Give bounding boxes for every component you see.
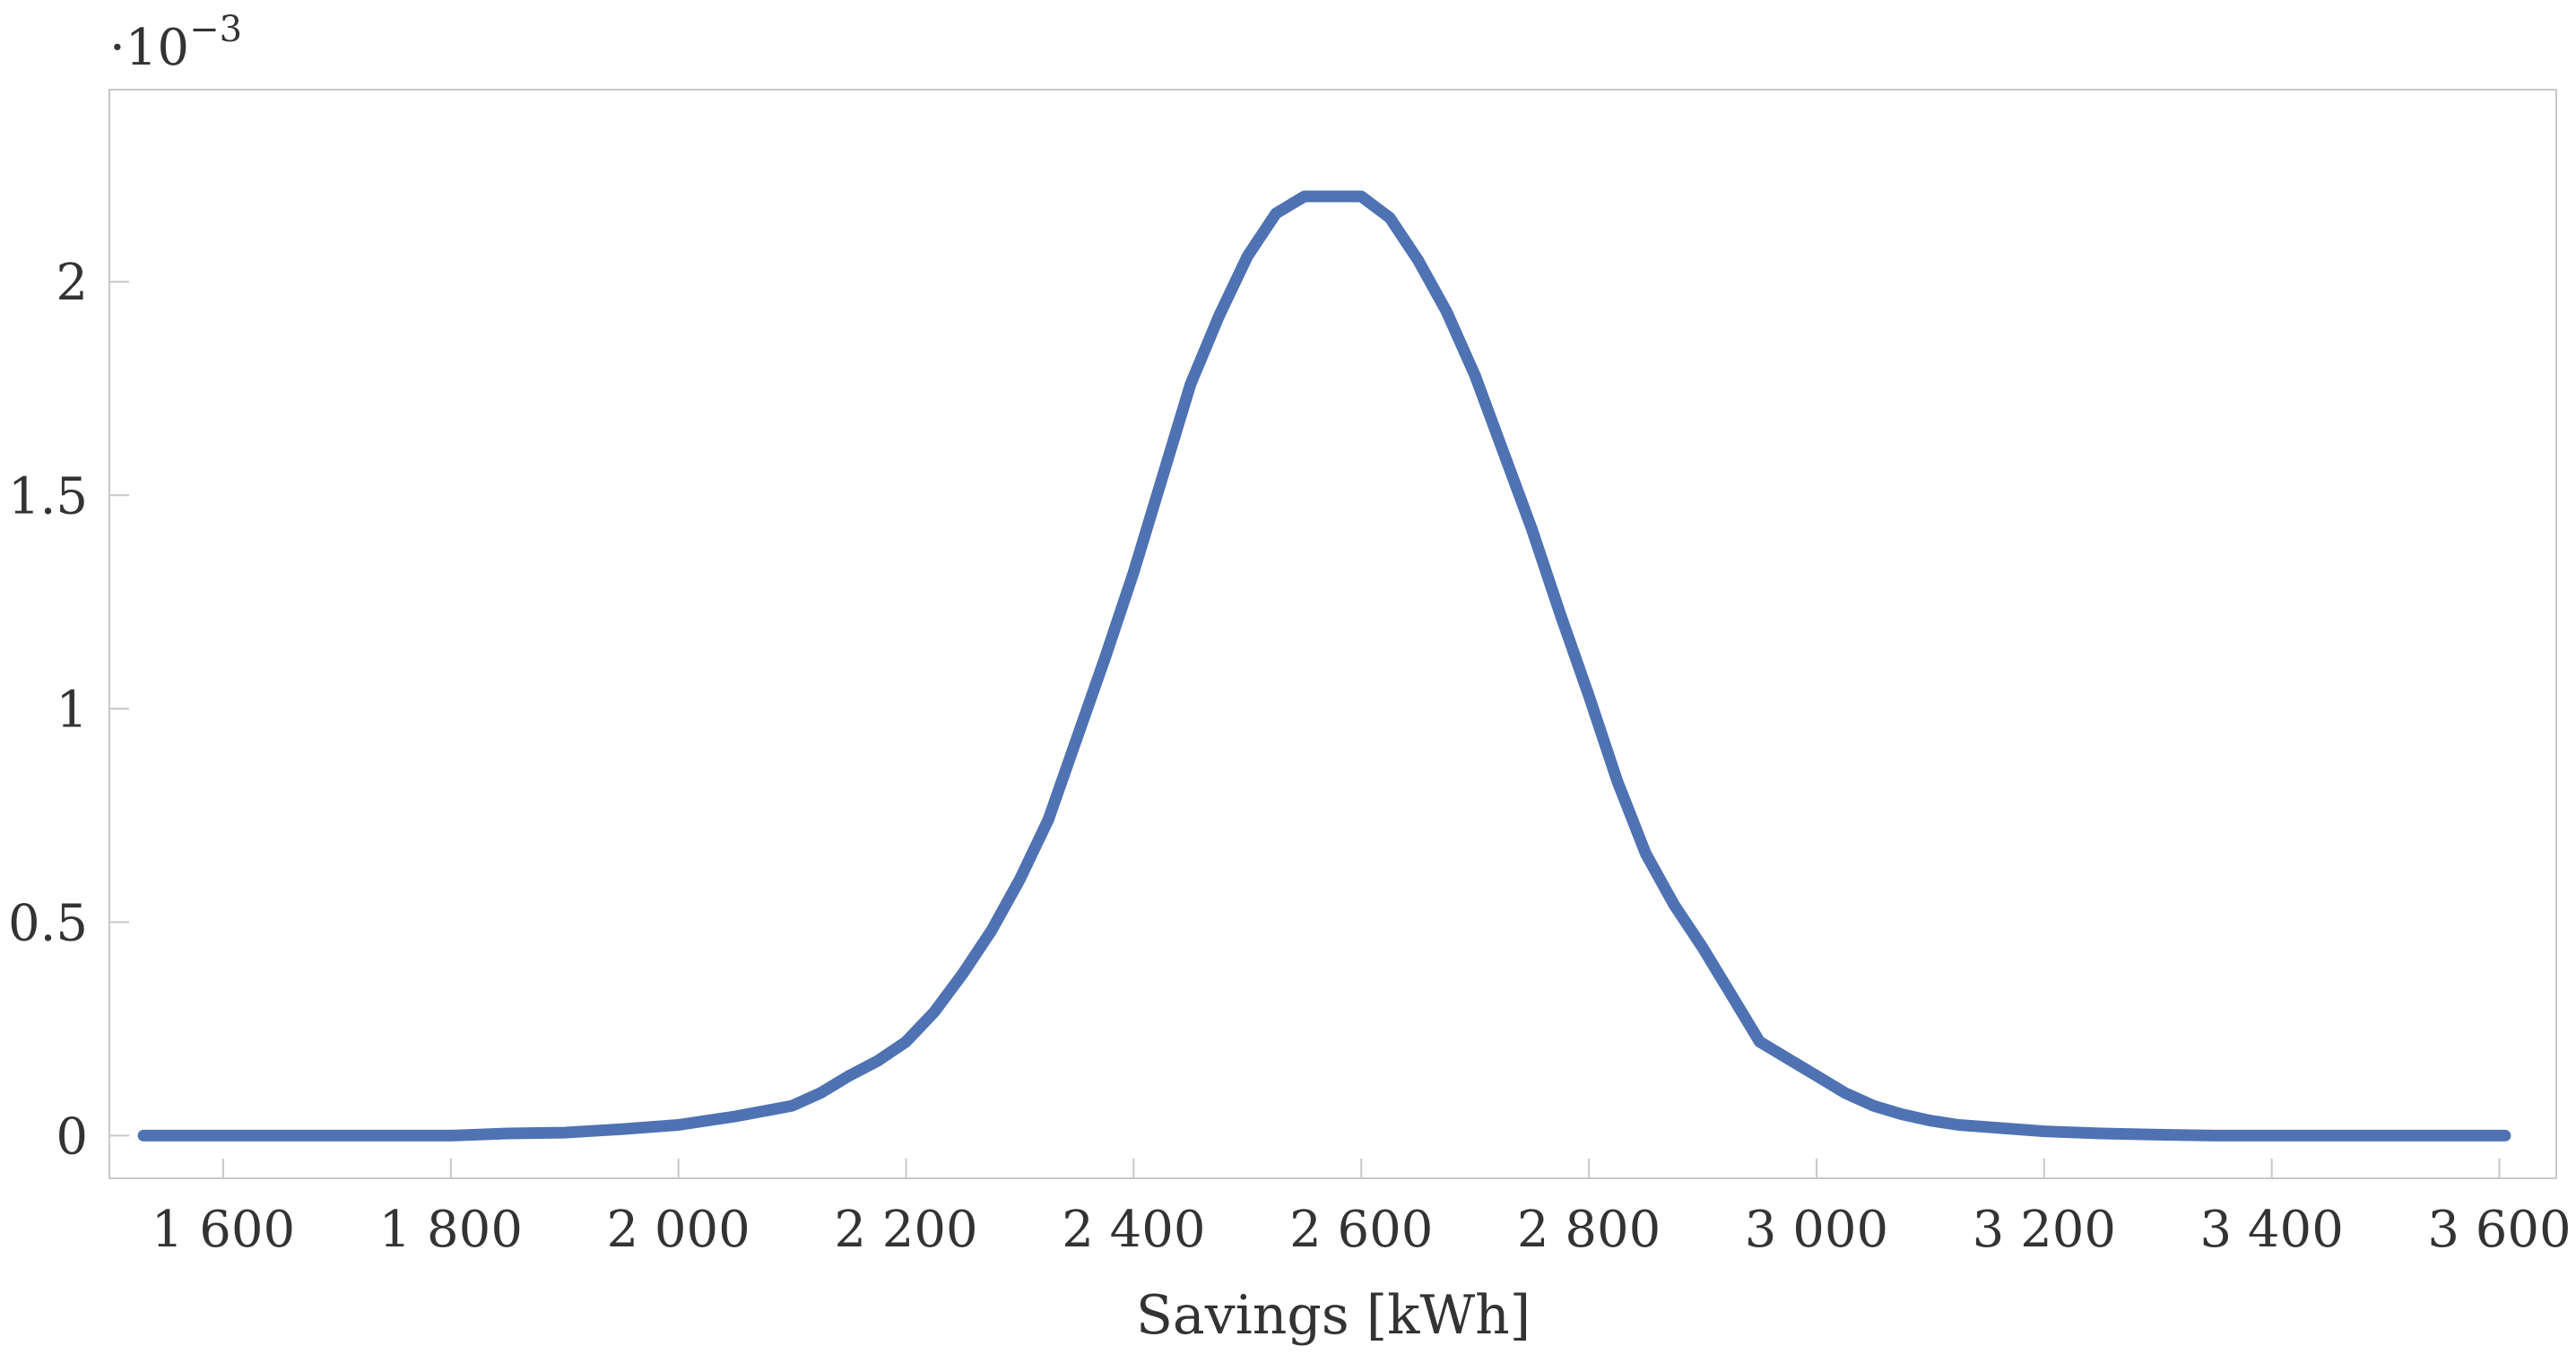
x-tick-label: 2 200: [834, 1201, 977, 1259]
x-tick-label: 3 600: [2427, 1201, 2571, 1259]
y-tick-label: 1: [56, 681, 88, 739]
x-tick-label: 3 000: [1745, 1201, 1888, 1259]
x-axis-title: Savings [kWh]: [1136, 1284, 1531, 1347]
series-line-density: [137, 190, 2511, 1142]
x-tick-label: 2 400: [1062, 1201, 1205, 1259]
y-scale-note: ·10−3: [109, 9, 242, 77]
y-tick-label: 1.5: [8, 467, 88, 525]
x-tick-label: 2 800: [1517, 1201, 1661, 1259]
y-axis-ticks: 0 0.5 1 1.5 2: [8, 254, 129, 1166]
x-tick-label: 3 400: [2200, 1201, 2344, 1259]
y-scale-base: ·10: [109, 19, 189, 77]
plot-frame: [108, 89, 2557, 1179]
x-tick-label: 1 600: [152, 1201, 295, 1259]
x-tick-label: 2 600: [1289, 1201, 1433, 1259]
x-tick-label: 3 200: [1973, 1201, 2116, 1259]
y-tick-label: 0.5: [8, 894, 88, 952]
x-axis-ticks: 1 600 1 800 2 000 2 200 2 400 2 600 2 800 3 000…: [152, 1159, 2572, 1259]
x-tick-label: 2 000: [606, 1201, 750, 1259]
y-tick-label: 0: [56, 1107, 88, 1166]
y-tick-label: 2: [56, 254, 88, 312]
x-tick-label: 1 800: [379, 1201, 523, 1259]
y-scale-exponent: −3: [189, 9, 242, 50]
